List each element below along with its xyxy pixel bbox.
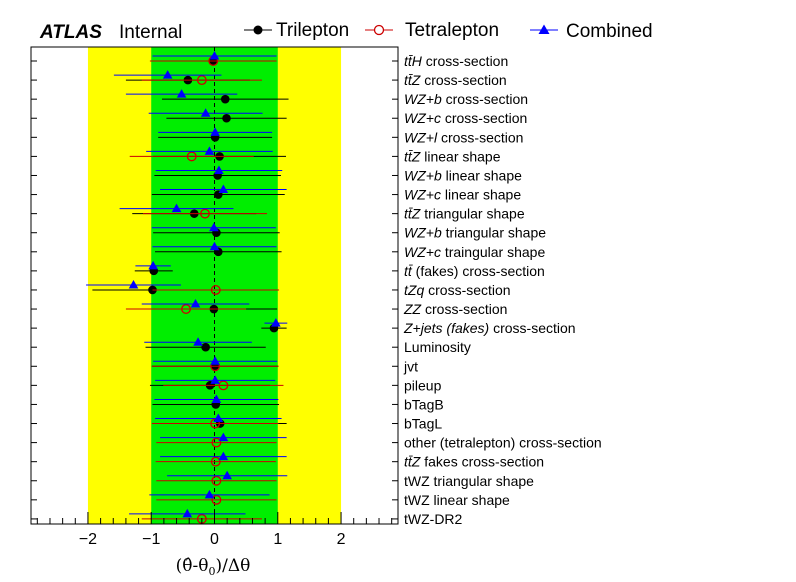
parameter-label: WZ+c linear shape — [404, 187, 521, 203]
legend-tetralepton-marker — [373, 24, 385, 36]
combined-point — [128, 279, 139, 289]
tetralepton-point — [210, 456, 221, 467]
parameter-label: WZ+b linear shape — [404, 167, 522, 183]
trilepton-point — [220, 94, 230, 104]
data-points — [86, 51, 289, 524]
parameter-label: tWZ-DR2 — [404, 511, 463, 527]
parameter-label: WZ+c traingular shape — [404, 244, 545, 260]
combined-point — [209, 51, 220, 60]
tetralepton-point — [218, 380, 229, 391]
parameter-label: tt̄Z cross-section — [404, 72, 507, 88]
combined-point — [222, 470, 232, 480]
x-tick-label: 1 — [273, 531, 282, 548]
parameter-label: ZZ cross-section — [403, 301, 507, 317]
tetralepton-point — [210, 285, 221, 295]
status-label: Internal — [119, 22, 182, 43]
parameter-label: other (tetralepton) cross-section — [404, 435, 602, 451]
parameter-label: tWZ triangular shape — [404, 473, 534, 489]
legend-combined-marker — [538, 24, 550, 34]
combined-point — [218, 432, 229, 442]
legend-trilepton-marker — [253, 25, 263, 35]
tetralepton-point — [211, 494, 222, 505]
combined-point — [171, 203, 182, 213]
parameter-label: Luminosity — [404, 339, 471, 355]
combined-point — [210, 127, 220, 136]
tetralepton-point — [200, 208, 210, 219]
legend-combined-label: Combined — [566, 21, 653, 42]
x-tick-label: 2 — [337, 531, 346, 548]
combined-point — [271, 318, 281, 327]
parameter-label: tWZ linear shape — [404, 492, 510, 508]
parameter-label: WZ+c cross-section — [404, 110, 527, 126]
x-axis-ticks: −2 −1 0 1 2 — [31, 60, 398, 548]
combined-point — [176, 89, 187, 98]
parameter-label: tZq cross-section — [404, 282, 511, 298]
parameter-label: tt̄ (fakes) cross-section — [404, 263, 545, 279]
x-tick-label: −1 — [142, 531, 160, 548]
legend-item-combined: Combined — [530, 21, 653, 42]
tetralepton-point — [211, 437, 222, 448]
parameter-label: pileup — [404, 377, 442, 393]
combined-point — [162, 70, 173, 79]
combined-point — [214, 165, 224, 174]
combined-point — [218, 184, 229, 194]
parameter-label: jvt — [403, 358, 418, 374]
legend-item-trilepton: Trilepton — [244, 20, 349, 41]
combined-point — [211, 394, 222, 403]
combined-point — [204, 489, 215, 499]
parameter-label: WZ+b triangular shape — [404, 225, 546, 241]
combined-point — [209, 241, 220, 251]
combined-point — [209, 222, 219, 232]
combined-point — [218, 451, 229, 461]
legend-item-tetralepton: Tetralepton — [365, 20, 499, 41]
parameter-label: tt̄Z linear shape — [404, 148, 501, 164]
parameter-label: WZ+l cross-section — [404, 129, 523, 145]
combined-point — [193, 337, 203, 346]
legend-tetralepton-label: Tetralepton — [405, 20, 499, 41]
combined-point — [210, 356, 220, 365]
combined-point — [182, 508, 193, 518]
tetralepton-point — [186, 151, 197, 162]
combined-point — [148, 260, 158, 270]
legend: Trilepton Tetralepton Combined — [244, 20, 653, 42]
tetralepton-point — [196, 75, 207, 86]
parameter-label: WZ+b cross-section — [404, 91, 528, 107]
parameter-label: tt̄Z triangular shape — [404, 206, 525, 222]
combined-point — [204, 146, 215, 155]
legend-trilepton-label: Trilepton — [276, 20, 349, 41]
trilepton-point — [222, 113, 231, 123]
atlas-label: ATLAS — [39, 22, 102, 43]
parameter-label: tt̄Z fakes cross-section — [404, 454, 544, 470]
x-axis-label: (θ̂-θ0)/Δθ — [176, 556, 251, 578]
parameter-label: bTagB — [404, 396, 444, 412]
x-tick-label: −2 — [79, 531, 97, 548]
parameter-labels: tt̄H cross-section tt̄Z cross-section WZ+b… — [403, 53, 602, 527]
tetralepton-point — [181, 304, 191, 314]
x-tick-label: 0 — [210, 531, 219, 548]
tetralepton-point — [211, 475, 222, 486]
trilepton-point — [201, 342, 210, 352]
combined-point — [190, 299, 201, 308]
parameter-label: bTagL — [404, 416, 442, 432]
combined-point — [213, 413, 224, 423]
combined-point — [200, 108, 211, 117]
parameter-label: Z+jets (fakes) cross-section — [403, 320, 576, 336]
parameter-label: tt̄H cross-section — [404, 53, 508, 69]
combined-point — [210, 375, 220, 384]
